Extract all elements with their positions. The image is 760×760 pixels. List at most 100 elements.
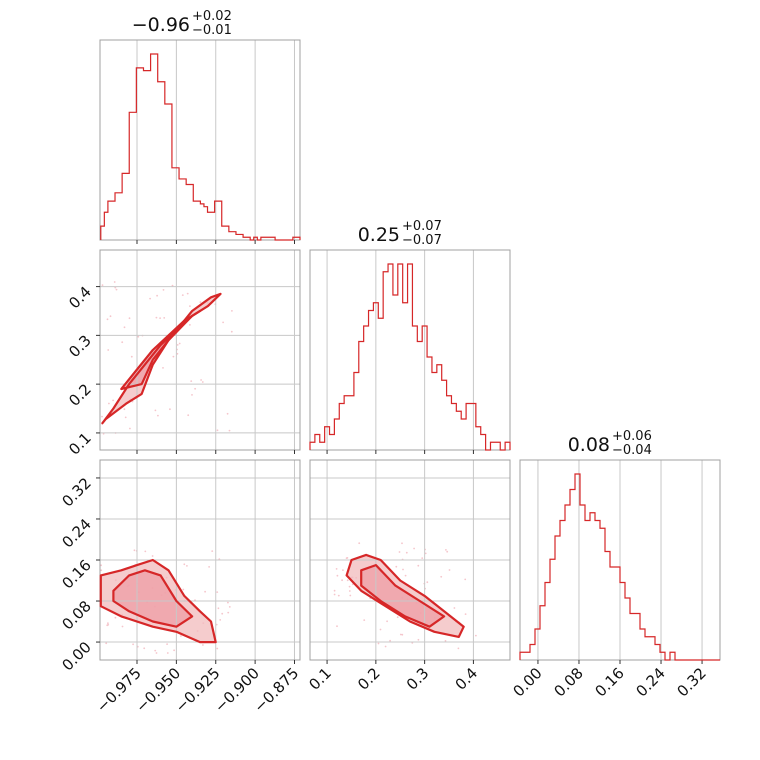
scatter-point-p1_vs_p0 (124, 416, 127, 419)
title-upper-1: +0.07 (402, 219, 442, 234)
scatter-point-p2_vs_p0 (183, 563, 186, 566)
scatter-point-p1_vs_p0 (176, 352, 179, 355)
scatter-point-p2_vs_p1 (417, 638, 420, 641)
scatter-point-p2_vs_p1 (363, 619, 366, 621)
xtick-label-param-1-1: 0.2 (354, 664, 384, 694)
scatter-point-p2_vs_p1 (444, 640, 447, 642)
scatter-point-p1_vs_p0 (187, 414, 190, 417)
scatter-point-p2_vs_p1 (342, 569, 344, 571)
scatter-point-p2_vs_p0 (155, 652, 158, 654)
scatter-point-p1_vs_p0 (178, 342, 181, 345)
scatter-point-p1_vs_p0 (101, 284, 104, 286)
scatter-point-p1_vs_p0 (230, 330, 233, 333)
scatter-point-p2_vs_p0 (216, 647, 219, 650)
title-lower-2: −0.04 (612, 443, 652, 458)
scatter-point-p1_vs_p0 (222, 321, 225, 324)
scatter-point-p1_vs_p0 (199, 301, 202, 303)
scatter-point-p1_vs_p0 (157, 414, 159, 417)
contour-line-p1_vs_p0-1 (120, 309, 202, 391)
scatter-point-p1_vs_p0 (172, 355, 175, 358)
scatter-point-p2_vs_p1 (350, 576, 353, 579)
scatter-point-p2_vs_p0 (182, 588, 185, 591)
scatter-point-p1_vs_p0 (123, 326, 126, 329)
scatter-point-p1_vs_p0 (189, 305, 191, 307)
scatter-point-p1_vs_p0 (169, 408, 171, 411)
scatter-point-p2_vs_p0 (228, 606, 231, 608)
scatter-point-p2_vs_p1 (389, 639, 391, 642)
title-param-2: 0.08 +0.06−0.04 (568, 429, 652, 458)
title-median-2: 0.08 (568, 434, 610, 456)
scatter-point-p2_vs_p1 (345, 557, 348, 559)
scatter-point-p2_vs_p0 (217, 607, 220, 610)
histogram-param-1 (309, 263, 511, 451)
scatter-point-p2_vs_p1 (401, 542, 403, 545)
title-param-0: −0.96 +0.02−0.01 (132, 9, 232, 38)
xtick-label-param-1-0: 0.1 (305, 664, 335, 694)
scatter-point-p2_vs_p1 (475, 634, 477, 637)
scatter-point-p2_vs_p1 (404, 574, 407, 577)
scatter-point-p2_vs_p0 (215, 623, 218, 626)
title-lower-1: −0.07 (402, 233, 442, 248)
xtick-label-param-1-3: 0.4 (452, 664, 482, 694)
scatter-point-p1_vs_p0 (121, 341, 124, 344)
scatter-point-p2_vs_p1 (398, 551, 401, 553)
panel-1-0-frame (99, 249, 301, 451)
title-lower-0: −0.01 (192, 23, 232, 38)
scatter-point-p2_vs_p0 (216, 591, 219, 593)
scatter-point-p1_vs_p0 (154, 409, 157, 412)
scatter-point-p1_vs_p0 (226, 412, 229, 415)
scatter-point-p1_vs_p0 (163, 317, 166, 319)
scatter-point-p2_vs_p0 (114, 616, 117, 619)
scatter-point-p1_vs_p0 (129, 427, 131, 430)
ytick-label-param-2-2: 0.16 (58, 556, 94, 592)
scatter-point-p2_vs_p0 (227, 601, 229, 604)
contour-inner-fill-p2_vs_p1 (361, 565, 445, 627)
scatter-point-p2_vs_p1 (333, 593, 336, 596)
histogram-param-0 (100, 53, 301, 241)
scatter-point-p2_vs_p0 (196, 630, 199, 632)
ytick-label-param-1-3: 0.4 (65, 283, 95, 313)
scatter-point-p1_vs_p0 (200, 379, 203, 381)
scatter-point-p2_vs_p0 (204, 590, 207, 593)
xtick-label-param-2-1: 0.08 (550, 664, 586, 700)
ytick-label-param-2-1: 0.08 (58, 597, 94, 633)
title-median-1: 0.25 (358, 224, 400, 246)
ytick-label-param-1-1: 0.2 (65, 380, 95, 410)
scatter-point-p2_vs_p1 (426, 581, 429, 584)
scatter-point-p2_vs_p0 (166, 643, 169, 645)
scatter-point-p1_vs_p0 (171, 284, 174, 287)
scatter-point-p2_vs_p1 (358, 542, 361, 545)
scatter-point-p1_vs_p0 (137, 335, 140, 338)
scatter-point-p2_vs_p1 (445, 549, 447, 551)
scatter-point-p2_vs_p0 (166, 652, 169, 654)
scatter-point-p2_vs_p0 (211, 550, 214, 552)
scatter-point-p2_vs_p0 (121, 613, 123, 616)
scatter-point-p2_vs_p1 (336, 574, 339, 577)
scatter-point-p1_vs_p0 (190, 380, 193, 382)
scatter-point-p2_vs_p0 (165, 576, 168, 579)
scatter-point-p2_vs_p0 (100, 564, 102, 567)
scatter-point-p2_vs_p1 (401, 633, 404, 636)
title-median-0: −0.96 (132, 14, 190, 36)
scatter-point-p2_vs_p1 (405, 551, 408, 554)
scatter-point-p1_vs_p0 (181, 294, 184, 296)
scatter-point-p1_vs_p0 (159, 317, 162, 319)
scatter-point-p1_vs_p0 (156, 294, 159, 297)
scatter-point-p1_vs_p0 (106, 318, 109, 321)
scatter-point-p2_vs_p0 (133, 549, 136, 552)
scatter-point-p2_vs_p1 (379, 628, 382, 631)
xtick-label-param-2-4: 0.32 (674, 664, 710, 700)
xtick-label-param-1-2: 0.3 (403, 664, 433, 694)
scatter-point-p2_vs_p0 (180, 635, 182, 637)
scatter-point-p2_vs_p0 (202, 644, 204, 646)
scatter-point-p1_vs_p0 (176, 344, 179, 346)
xtick-label-param-0-4: −0.875 (250, 664, 302, 716)
scatter-point-p1_vs_p0 (113, 281, 116, 283)
scatter-point-p2_vs_p1 (399, 633, 402, 636)
scatter-point-p1_vs_p0 (194, 387, 197, 390)
contour-line-p2_vs_p1-1 (360, 564, 446, 628)
scatter-point-p1_vs_p0 (101, 415, 103, 418)
title-param-1: 0.25 +0.07−0.07 (358, 219, 442, 248)
scatter-point-p2_vs_p1 (464, 613, 467, 615)
scatter-point-p1_vs_p0 (128, 317, 131, 320)
